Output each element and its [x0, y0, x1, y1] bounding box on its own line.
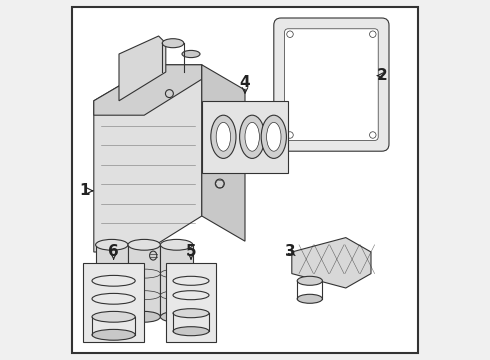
Polygon shape [94, 65, 202, 252]
Ellipse shape [128, 311, 160, 322]
Ellipse shape [160, 311, 193, 322]
Ellipse shape [96, 239, 128, 250]
Ellipse shape [245, 122, 259, 151]
Bar [96, 245, 128, 317]
Ellipse shape [160, 239, 193, 250]
Ellipse shape [215, 179, 224, 188]
Ellipse shape [287, 132, 293, 138]
Bar [128, 245, 160, 317]
Ellipse shape [182, 50, 200, 58]
Ellipse shape [173, 309, 209, 318]
Ellipse shape [216, 122, 231, 151]
Text: 3: 3 [285, 244, 295, 260]
Bar [160, 245, 193, 317]
Ellipse shape [369, 31, 376, 37]
Polygon shape [202, 65, 245, 241]
Ellipse shape [173, 327, 209, 336]
Ellipse shape [297, 294, 322, 303]
Ellipse shape [96, 311, 128, 322]
Ellipse shape [369, 132, 376, 138]
Polygon shape [119, 36, 166, 101]
FancyBboxPatch shape [285, 29, 378, 140]
Ellipse shape [149, 251, 157, 260]
Bar [166, 263, 216, 342]
Text: 6: 6 [108, 244, 119, 260]
Ellipse shape [162, 39, 184, 48]
Ellipse shape [211, 115, 236, 158]
Ellipse shape [287, 31, 293, 37]
Ellipse shape [267, 122, 281, 151]
Text: 2: 2 [376, 68, 387, 83]
Bar [83, 263, 144, 342]
Polygon shape [94, 65, 202, 115]
Ellipse shape [240, 115, 265, 158]
Ellipse shape [92, 311, 135, 322]
Ellipse shape [128, 239, 160, 250]
Ellipse shape [92, 329, 135, 340]
Text: 1: 1 [79, 183, 90, 198]
Polygon shape [292, 238, 371, 288]
Text: 5: 5 [186, 244, 196, 260]
FancyBboxPatch shape [274, 18, 389, 151]
Text: 4: 4 [240, 75, 250, 90]
Ellipse shape [297, 276, 322, 285]
Polygon shape [202, 101, 288, 173]
Ellipse shape [261, 115, 286, 158]
Ellipse shape [166, 90, 173, 98]
